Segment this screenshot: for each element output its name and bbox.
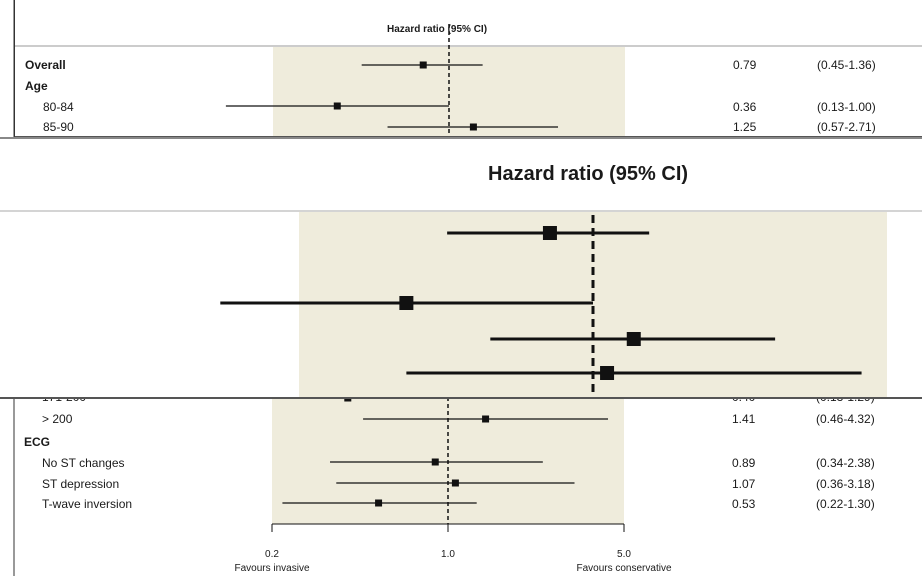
forest-plot-top-crop: Hazard ratio (95% CI) Overall Age 80-84 … <box>14 0 922 138</box>
hr-marker-5 <box>482 416 489 423</box>
hazard-ratio-header: Hazard ratio (95% CI) <box>387 24 487 35</box>
x-tick-5-0: 5.0 <box>594 549 654 560</box>
forest-plot-top-svg <box>15 0 922 136</box>
hr-marker-top-3 <box>470 124 477 131</box>
zoom-hr-marker-2 <box>627 332 641 346</box>
hr-marker-8 <box>452 480 459 487</box>
ci-value-gt-200: (0.46-4.32) <box>816 412 875 426</box>
hr-value-85-90: 1.25 <box>733 120 756 134</box>
x-tick-0-2: 0.2 <box>242 549 302 560</box>
zoom-hr-marker-1 <box>399 296 413 310</box>
row-label-80-84: 80-84 <box>43 100 74 114</box>
row-label-gt-200: > 200 <box>42 412 72 426</box>
row-label-st-depression: ST depression <box>42 477 119 491</box>
ci-value-t-wave-inversion: (0.22-1.30) <box>816 497 875 511</box>
forest-plot-zoom-svg <box>0 139 922 397</box>
row-label-ecg: ECG <box>24 435 50 449</box>
hr-marker-top-2 <box>334 103 341 110</box>
row-label-overall: Overall <box>25 58 66 72</box>
hr-value-st-depression: 1.07 <box>732 477 755 491</box>
ci-value-85-90: (0.57-2.71) <box>817 120 876 134</box>
forest-plot-zoom: Hazard ratio (95% CI) <box>0 137 922 399</box>
zoom-header: Hazard ratio (95% CI) <box>488 163 688 186</box>
row-label-85-90: 85-90 <box>43 120 74 134</box>
favours-invasive-label: Favours invasive <box>202 563 342 574</box>
row-label-age: Age <box>25 79 48 93</box>
ci-value-no-st-changes: (0.34-2.38) <box>816 456 875 470</box>
hr-marker-7 <box>432 459 439 466</box>
zoom-hr-marker-0 <box>543 226 557 240</box>
hr-value-t-wave-inversion: 0.53 <box>732 497 755 511</box>
zoom-hr-marker-3 <box>600 366 614 380</box>
hr-value-gt-200: 1.41 <box>732 412 755 426</box>
hr-value-overall: 0.79 <box>733 58 756 72</box>
ci-value-overall: (0.45-1.36) <box>817 58 876 72</box>
favours-conservative-label: Favours conservative <box>554 563 694 574</box>
ci-value-st-depression: (0.36-3.18) <box>816 477 875 491</box>
ci-value-80-84: (0.13-1.00) <box>817 100 876 114</box>
row-label-no-st-changes: No ST changes <box>42 456 125 470</box>
hr-value-80-84: 0.36 <box>733 100 756 114</box>
hr-value-no-st-changes: 0.89 <box>732 456 755 470</box>
x-tick-1-0: 1.0 <box>418 549 478 560</box>
hr-marker-9 <box>375 500 382 507</box>
hr-marker-top-0 <box>420 62 427 69</box>
row-label-t-wave-inversion: T-wave inversion <box>42 497 132 511</box>
